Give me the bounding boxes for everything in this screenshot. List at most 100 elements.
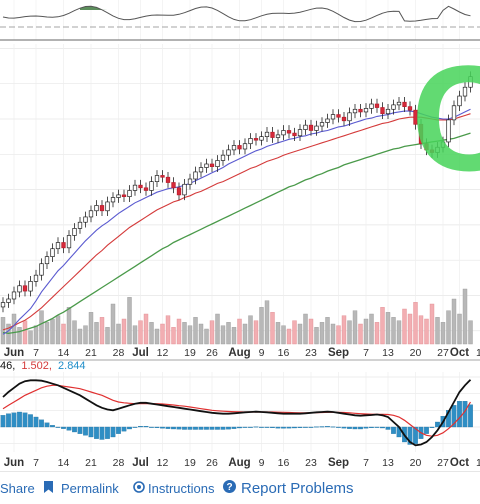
x-tick-label: 23	[305, 347, 317, 359]
volume-bar	[275, 322, 281, 345]
macd-histogram-bar	[231, 426, 237, 429]
volume-bar	[22, 320, 28, 345]
macd-histogram-bar	[132, 426, 138, 428]
candle-body	[303, 124, 308, 130]
candle-body	[435, 146, 440, 153]
macd-histogram-bar	[0, 415, 6, 428]
volume-bar	[66, 307, 72, 345]
x-tick-label: Oct	[450, 347, 469, 359]
volume-bar	[380, 307, 385, 345]
macd-histogram-bar	[39, 419, 44, 428]
candle-body	[413, 109, 418, 125]
report-problems-link[interactable]: ? Report Problems	[223, 479, 354, 497]
x-tick-label: 23	[305, 457, 317, 469]
macd-line	[2, 379, 472, 447]
price-grid	[0, 44, 480, 344]
candle-body	[369, 103, 374, 109]
macd-histogram	[0, 401, 473, 445]
macd-histogram-bar	[50, 425, 55, 428]
x-tick-label: 13	[382, 347, 394, 359]
candle-body	[33, 274, 39, 282]
x-tick-label: 9	[259, 457, 265, 469]
volume-bar	[407, 313, 413, 345]
macd-histogram-bar	[270, 426, 275, 428]
candle-body	[407, 106, 413, 111]
volume-bar	[242, 323, 248, 345]
top-indicator-grid	[13, 0, 460, 40]
x-tick-label: 12	[157, 457, 169, 469]
macd-histogram-bar	[33, 416, 39, 428]
volume-bar	[28, 330, 33, 345]
candle-body	[182, 183, 187, 196]
macd-histogram-bar	[171, 426, 176, 430]
candle-body	[88, 210, 94, 218]
instructions-link[interactable]: Instructions	[133, 481, 214, 496]
macd-histogram-bar	[215, 426, 220, 430]
x-tick-label: Jul	[132, 457, 149, 469]
candle-body	[347, 112, 352, 122]
volume-bars	[0, 288, 473, 345]
volume-bar	[72, 320, 77, 345]
candle-body	[380, 107, 385, 115]
macd-histogram-bar	[341, 426, 347, 429]
candle-body	[358, 108, 363, 113]
volume-bar	[435, 317, 440, 345]
candle-body	[363, 108, 369, 113]
macd-histogram-bar	[165, 426, 171, 429]
macd-histogram-bar	[468, 404, 473, 428]
volume-bar	[248, 315, 253, 345]
volume-bar	[462, 288, 468, 345]
candle-body	[385, 108, 391, 115]
macd-histogram-bar	[292, 426, 297, 429]
macd-signal-line	[2, 384, 472, 437]
candle-body	[226, 149, 231, 156]
volume-bar	[270, 312, 275, 345]
x-tick-label: 7	[33, 457, 39, 469]
macd-histogram-bar	[61, 426, 66, 429]
volume-bar	[391, 317, 396, 345]
candle-body	[50, 248, 55, 257]
permalink-link[interactable]: Permalink	[44, 480, 119, 496]
macd-hist-value: 2.844	[58, 360, 86, 372]
macd-histogram-bar	[391, 426, 396, 434]
candle-body	[165, 176, 171, 183]
candle-body	[462, 86, 468, 97]
volume-bar	[253, 320, 259, 345]
macd-histogram-bar	[253, 426, 259, 428]
share-link[interactable]: Share	[0, 481, 35, 496]
x-tick-label: 13	[382, 457, 394, 469]
candle-body	[468, 76, 473, 88]
x-tick-label: 27	[437, 457, 449, 469]
macd-histogram-bar	[297, 426, 303, 428]
candle-body	[176, 187, 182, 196]
volume-bar	[160, 323, 165, 345]
volume-bar	[198, 323, 204, 345]
candle-body	[391, 104, 396, 110]
candle-body	[264, 131, 270, 137]
macd-x-axis: Jun 7 14 21 28 Jul 12 19 26 Aug 9 16 23 Sep 7 13 20 27 Oct…	[4, 457, 480, 469]
candle-body	[231, 145, 237, 151]
candle-body	[99, 205, 105, 212]
candle-body	[242, 143, 248, 150]
volume-bar	[330, 323, 336, 345]
volume-bar	[17, 327, 22, 345]
candle-body	[429, 149, 435, 153]
candle-body	[330, 114, 336, 120]
candle-body	[308, 124, 314, 131]
volume-bar	[83, 325, 88, 345]
volume-bar	[55, 315, 61, 345]
candle-body	[457, 95, 462, 107]
volume-bar	[154, 328, 160, 345]
macd-values-label: 46, 1.502, 2.844	[0, 360, 86, 372]
macd-histogram-bar	[143, 426, 149, 428]
macd-histogram-bar	[330, 426, 336, 428]
top-indicator-fill	[80, 6, 146, 10]
volume-bar	[94, 322, 99, 345]
candle-body	[314, 125, 319, 131]
volume-bar	[325, 317, 330, 345]
volume-bar	[105, 327, 110, 345]
annotation-letter-c: C	[411, 34, 480, 202]
volume-bar	[61, 323, 66, 345]
x-tick-label: 19	[184, 347, 196, 359]
